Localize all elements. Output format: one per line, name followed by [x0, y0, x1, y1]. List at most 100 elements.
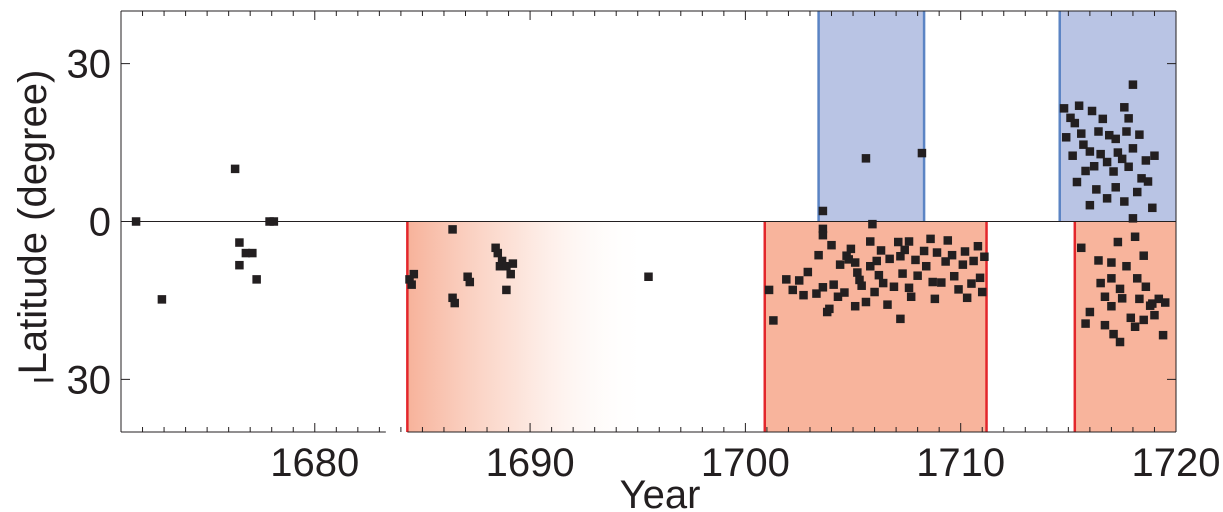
- x-tick-label: 1710: [916, 441, 1005, 485]
- data-point: [497, 256, 507, 266]
- data-point: [913, 271, 922, 280]
- data-point: [1105, 130, 1114, 140]
- data-point: [885, 254, 894, 264]
- data-point: [1087, 106, 1097, 116]
- data-point: [1128, 214, 1138, 223]
- y-axis-ticks: 30 0 − 30: [32, 43, 1176, 402]
- data-point: [818, 206, 828, 216]
- data-point: [949, 271, 959, 281]
- data-point: [764, 285, 774, 295]
- data-point: [1141, 156, 1151, 165]
- data-point: [825, 304, 834, 314]
- data-point: [502, 285, 511, 295]
- data-point: [493, 248, 503, 258]
- data-point: [878, 278, 888, 288]
- x-tick-label: 1690: [486, 441, 575, 485]
- data-point: [241, 248, 251, 258]
- data-point: [812, 289, 821, 298]
- data-point: [1122, 127, 1131, 136]
- data-point: [1148, 299, 1157, 308]
- data-point: [1079, 140, 1088, 149]
- data-point: [1113, 148, 1123, 157]
- data-point: [904, 237, 914, 246]
- data-point: [846, 244, 856, 254]
- data-point: [900, 245, 909, 255]
- data-point: [876, 246, 886, 255]
- data-point: [926, 234, 935, 244]
- data-point: [1122, 261, 1131, 271]
- data-point: [827, 240, 836, 250]
- data-point: [1124, 114, 1133, 123]
- data-point: [491, 243, 500, 253]
- data-points: [131, 80, 1170, 347]
- data-point: [840, 288, 849, 297]
- data-point: [1124, 162, 1133, 172]
- data-point: [788, 285, 798, 295]
- data-point: [463, 272, 472, 282]
- shaded-regions: [406, 11, 1176, 432]
- data-point: [850, 258, 860, 267]
- data-point: [1072, 177, 1082, 187]
- data-point: [1098, 114, 1108, 124]
- data-point: [1117, 154, 1127, 164]
- x-axis-ticks: 1680 1690 1700 1710 1720: [120, 11, 1221, 485]
- data-point: [857, 281, 866, 290]
- data-point: [769, 316, 778, 325]
- data-point: [904, 283, 914, 293]
- data-point: [157, 295, 167, 304]
- data-point: [833, 292, 843, 302]
- data-point: [1141, 282, 1151, 292]
- data-point: [835, 260, 845, 269]
- data-point: [958, 260, 968, 269]
- data-point: [866, 261, 875, 271]
- data-point: [1059, 104, 1069, 113]
- data-point: [1148, 203, 1157, 213]
- data-point: [861, 154, 871, 163]
- data-point: [252, 275, 261, 284]
- data-point: [1092, 185, 1101, 194]
- x-tick-label: 1720: [1132, 441, 1221, 485]
- data-point: [818, 283, 828, 292]
- data-point: [506, 269, 515, 279]
- data-point: [1081, 166, 1090, 176]
- data-point: [1096, 278, 1105, 288]
- data-point: [448, 293, 457, 303]
- data-point: [1085, 307, 1095, 317]
- data-point: [265, 217, 274, 226]
- data-point: [1068, 151, 1077, 160]
- data-point: [1120, 197, 1129, 206]
- data-point: [855, 275, 864, 285]
- data-point: [814, 250, 823, 260]
- data-point: [818, 224, 828, 234]
- data-point: [943, 236, 953, 245]
- data-point: [1109, 167, 1118, 176]
- data-point: [973, 241, 983, 251]
- data-point: [1077, 129, 1086, 138]
- data-point: [1135, 294, 1144, 304]
- data-point: [870, 287, 879, 297]
- data-point: [1074, 101, 1084, 110]
- data-point: [1102, 194, 1112, 203]
- y-axis-label: Latitude (degree): [11, 70, 55, 375]
- data-point: [1107, 274, 1116, 283]
- data-point: [1126, 313, 1136, 323]
- x-tick-label: 1700: [701, 441, 790, 485]
- data-point: [1128, 80, 1138, 89]
- data-point: [1107, 301, 1116, 311]
- data-point: [1061, 133, 1071, 142]
- data-point: [960, 247, 970, 256]
- data-point: [1085, 147, 1095, 156]
- data-point: [1117, 294, 1127, 303]
- data-point: [131, 217, 141, 226]
- data-point: [818, 230, 828, 240]
- data-point: [932, 248, 942, 257]
- data-point: [947, 250, 957, 260]
- data-point: [782, 275, 791, 284]
- data-point: [874, 270, 884, 280]
- data-point: [450, 298, 459, 308]
- data-point: [1115, 284, 1125, 294]
- data-point: [269, 217, 279, 226]
- data-point: [1094, 127, 1103, 136]
- data-point: [1135, 130, 1144, 139]
